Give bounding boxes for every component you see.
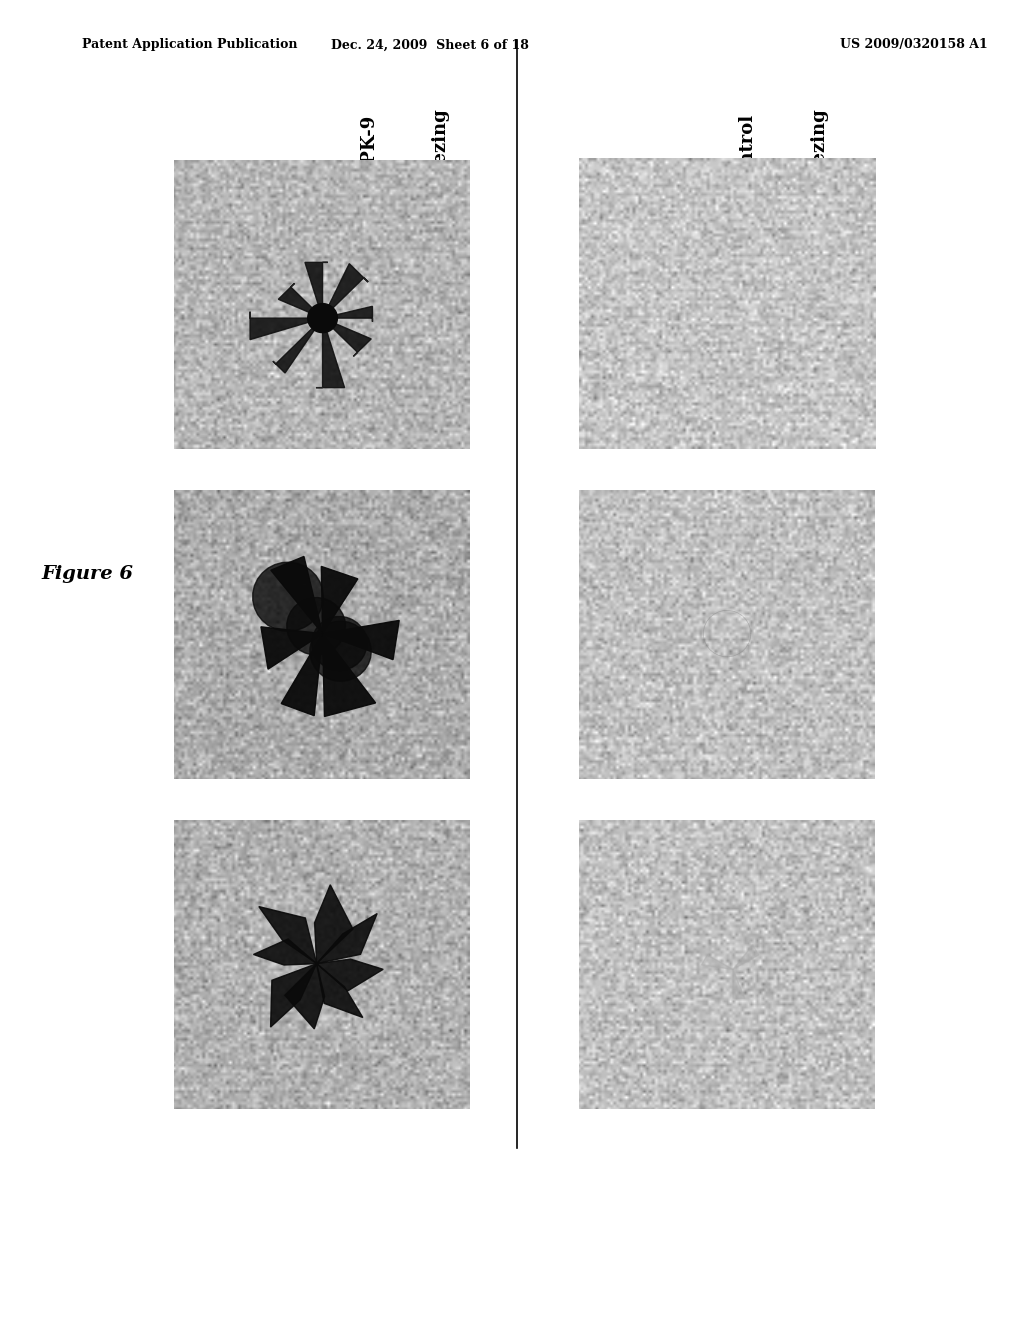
Polygon shape bbox=[322, 566, 357, 634]
Polygon shape bbox=[253, 939, 316, 965]
Polygon shape bbox=[273, 318, 323, 374]
Polygon shape bbox=[261, 627, 323, 669]
Polygon shape bbox=[305, 263, 328, 318]
Text: PpPK-9: PpPK-9 bbox=[359, 115, 378, 189]
Text: Figure 6: Figure 6 bbox=[41, 565, 133, 583]
Polygon shape bbox=[270, 557, 323, 634]
Text: Control: Control bbox=[738, 114, 757, 190]
Polygon shape bbox=[270, 964, 316, 1027]
Polygon shape bbox=[310, 622, 372, 681]
Polygon shape bbox=[323, 306, 373, 322]
Text: Patent Application Publication: Patent Application Publication bbox=[82, 38, 297, 51]
Polygon shape bbox=[279, 284, 323, 318]
Polygon shape bbox=[323, 318, 372, 356]
Polygon shape bbox=[250, 312, 323, 339]
Polygon shape bbox=[316, 913, 377, 964]
Polygon shape bbox=[308, 304, 338, 333]
Polygon shape bbox=[287, 598, 345, 655]
Polygon shape bbox=[733, 945, 759, 969]
Polygon shape bbox=[316, 960, 383, 991]
Polygon shape bbox=[312, 616, 367, 671]
Polygon shape bbox=[285, 964, 325, 1028]
Text: Freezing: Freezing bbox=[810, 108, 828, 195]
Text: Freezing: Freezing bbox=[431, 108, 450, 195]
Polygon shape bbox=[323, 634, 376, 717]
Polygon shape bbox=[259, 907, 316, 964]
Polygon shape bbox=[282, 634, 323, 715]
Polygon shape bbox=[701, 954, 733, 969]
Text: Dec. 24, 2009  Sheet 6 of 18: Dec. 24, 2009 Sheet 6 of 18 bbox=[331, 38, 529, 51]
Polygon shape bbox=[314, 884, 353, 964]
Polygon shape bbox=[253, 562, 324, 631]
Polygon shape bbox=[323, 264, 369, 318]
Polygon shape bbox=[733, 969, 744, 998]
Polygon shape bbox=[323, 620, 399, 660]
Polygon shape bbox=[316, 964, 362, 1018]
Text: US 2009/0320158 A1: US 2009/0320158 A1 bbox=[840, 38, 987, 51]
Polygon shape bbox=[316, 318, 345, 388]
